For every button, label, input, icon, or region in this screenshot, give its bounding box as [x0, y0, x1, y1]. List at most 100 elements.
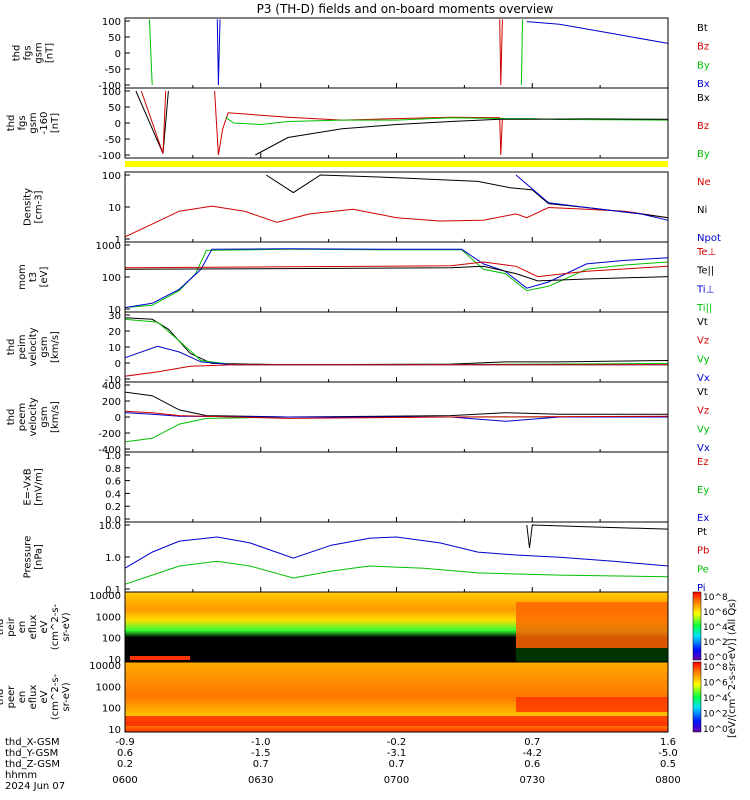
y-tick-label: 10: [108, 725, 121, 736]
series-Ti-par: [124, 248, 669, 309]
legend-Vz: Vz: [697, 406, 709, 417]
panel-frame: [124, 451, 669, 523]
colorbar-tick: 10^4: [703, 694, 728, 704]
peir-low-band: [130, 656, 190, 660]
panel-frame: [124, 311, 669, 383]
y-tick-label: 100: [102, 273, 121, 284]
series-By-spike2: [520, 19, 523, 86]
y-tick-label: 0.4: [105, 489, 121, 500]
y-tick-label: 400: [102, 381, 121, 392]
colorbar-tick: 10^2: [703, 710, 728, 720]
y-tick-label: 100: [102, 704, 121, 715]
colorbar: 10^810^610^410^210^010^810^610^410^210^0…: [692, 591, 738, 738]
x-tick-z: 0.5: [660, 759, 676, 770]
x-tick-x: 1.6: [660, 737, 676, 748]
series-Vz: [124, 410, 669, 419]
series-Vy: [124, 416, 668, 443]
y-tick-label: -10: [105, 375, 121, 386]
yellow-flag-bar: [125, 161, 668, 167]
series-Te-perp: [124, 261, 669, 278]
x-tick-hhmm: 0600: [112, 775, 137, 786]
y-tick-label: 1: [115, 235, 121, 246]
legend-Te⊥: Te⊥: [696, 247, 716, 258]
legend-Vy: Vy: [697, 354, 710, 365]
legend-Bx: Bx: [697, 93, 710, 104]
panel-fgs-gsm-detail: thdfgsgsm-160[nT] 100 50 0 -50 -100 Bx Bz By: [6, 87, 710, 162]
y-tick-label: 10: [108, 305, 121, 316]
legend-Vx: Vx: [697, 373, 710, 384]
legend-Bt: Bt: [697, 23, 708, 34]
series-By-spike: [148, 19, 153, 86]
legend-Bz: Bz: [697, 42, 709, 53]
colorbar-tick: 10^4: [703, 623, 728, 633]
series-Ti-perp: [124, 248, 669, 309]
panel-density: Density[cm-3] 100 10 1 Ne Ni Npot: [23, 171, 721, 246]
y-tick-label: 100: [102, 634, 121, 645]
y-tick-label: 100: [102, 17, 121, 28]
y-tick-label: 10: [108, 203, 121, 214]
x-tick-hhmm: 0630: [248, 775, 273, 786]
series-Vt: [124, 391, 668, 418]
y-tick-label: 100: [102, 87, 121, 98]
peer-low-band: [125, 716, 668, 726]
legend-Ti⊥: Ti⊥: [696, 284, 714, 295]
colorbar-tick: 10^0: [703, 653, 728, 663]
colorbar-bottom: [692, 661, 702, 733]
x-tick-x: -0.2: [387, 737, 407, 748]
series-Pt: [526, 524, 669, 549]
legend-By: By: [697, 60, 710, 71]
panel-frame: [124, 661, 669, 733]
colorbar-top: [692, 591, 702, 661]
legend-By: By: [697, 149, 710, 160]
series-Bt: [526, 21, 669, 44]
series-Te-par: [124, 265, 669, 282]
legend-Pt: Pt: [697, 527, 707, 538]
panel-ylabel: Density[cm-3]: [23, 188, 45, 226]
y-tick-label: 50: [108, 33, 121, 44]
y-tick-label: 0.2: [105, 502, 121, 513]
y-tick-label: 0: [115, 359, 121, 370]
peer-mid-band: [515, 697, 668, 712]
colorbar-tick: 10^6: [703, 608, 728, 618]
legend-Ne: Ne: [697, 177, 711, 188]
y-tick-label: 1.0: [105, 451, 121, 462]
series-Bz-main: [214, 90, 503, 156]
y-tick-label: 0: [115, 49, 121, 60]
x-tick-x: -0.9: [115, 737, 135, 748]
y-tick-label: 100: [102, 171, 121, 182]
y-tick-label: -200: [98, 429, 121, 440]
y-tick-label: 0: [115, 119, 121, 130]
x-tick-z: 0.7: [389, 759, 405, 770]
y-tick-label: 0.1: [105, 585, 121, 596]
x-tick-hhmm: 0730: [520, 775, 545, 786]
x-tick-x: 0.7: [524, 737, 540, 748]
x-row-label: thd_Y-GSM: [5, 748, 58, 759]
series-Vz: [124, 364, 668, 377]
panel-fgs-gsm: thdfgsgsm[nT] 100 50 0 -50 -100 Bt Bz By Bx: [12, 17, 710, 92]
y-tick-label: -100: [98, 151, 121, 162]
series-Bz-spike: [499, 19, 503, 86]
panel-frame: [124, 241, 669, 313]
y-tick-label: 1000: [96, 612, 121, 623]
x-row-label: thd_Z-GSM: [5, 759, 60, 770]
y-tick-label: 0.8: [105, 464, 121, 475]
y-tick-label: 20: [108, 327, 121, 338]
x-tick-x: -1.0: [251, 737, 271, 748]
x-row-label: 2024 Jun 07: [5, 781, 65, 792]
y-tick-label: -100: [98, 81, 121, 92]
legend-Ni: Ni: [697, 205, 707, 216]
y-tick-label: -50: [105, 65, 121, 76]
plot-title: P3 (TH-D) fields and on-board moments ov…: [257, 2, 554, 16]
panel-ylabel: momt3[eV]: [17, 264, 50, 290]
series-Bz: [140, 90, 167, 154]
y-tick-label: 1.0: [105, 553, 121, 564]
x-tick-y: -1.5: [251, 748, 271, 759]
colorbar-tick: 10^0: [703, 725, 728, 735]
legend-Te||: Te||: [696, 266, 714, 277]
colorbar-tick: 10^8: [703, 593, 728, 603]
panel-frame: [124, 87, 669, 159]
panel-ylabel: thdfgsgsm[nT]: [12, 42, 56, 63]
x-tick-z: 0.6: [524, 759, 540, 770]
legend-Vz: Vz: [697, 336, 709, 347]
panel-efield: E=-VxB[mV/m] 1.0 0.8 0.60.4 0.2 0.0 Ez Ey Ex: [23, 451, 710, 526]
